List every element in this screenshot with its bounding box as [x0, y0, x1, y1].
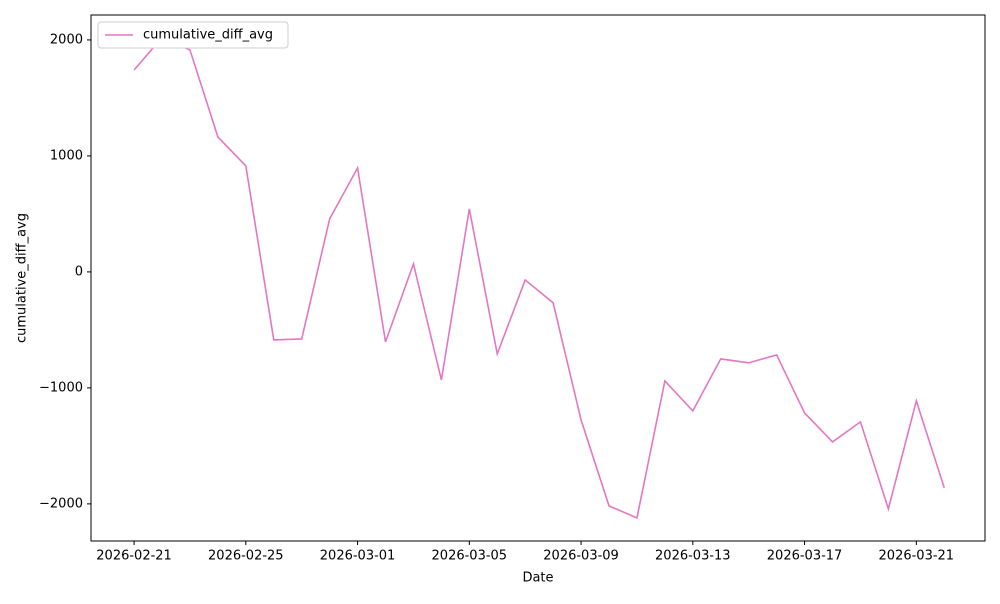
x-tick-label: 2026-03-13 — [655, 549, 731, 564]
y-tick-label: 0 — [75, 264, 83, 279]
x-tick-label: 2026-03-17 — [767, 549, 843, 564]
x-tick-label: 2026-02-25 — [208, 549, 284, 564]
plot-frame — [90, 14, 986, 542]
y-axis-label: cumulative_diff_avg — [15, 213, 30, 343]
y-tick-label: −2000 — [39, 496, 83, 511]
x-tick-label: 2026-02-21 — [96, 549, 172, 564]
x-tick-label: 2026-03-01 — [320, 549, 396, 564]
x-tick-label: 2026-03-09 — [543, 549, 619, 564]
x-axis-label: Date — [522, 571, 553, 586]
y-tick-label: −1000 — [39, 380, 83, 395]
legend-label: cumulative_diff_avg — [143, 28, 273, 43]
x-tick-label: 2026-03-21 — [879, 549, 955, 564]
data-line — [133, 36, 946, 520]
y-tick-label: 2000 — [50, 32, 83, 47]
legend-box — [97, 21, 289, 49]
y-tick-label: 1000 — [50, 148, 83, 163]
x-tick-label: 2026-03-05 — [432, 549, 508, 564]
